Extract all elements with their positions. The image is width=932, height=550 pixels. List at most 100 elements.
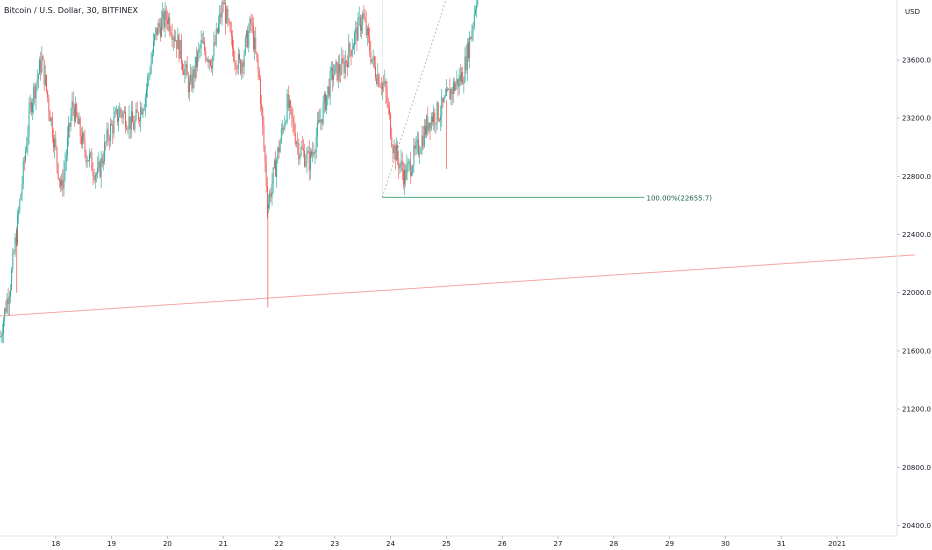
x-tick-label: 29: [665, 540, 674, 548]
candle-body: [320, 119, 322, 123]
candle-body: [454, 82, 455, 91]
candle-body: [228, 19, 230, 23]
candle-body: [254, 37, 256, 50]
candle-body: [137, 112, 139, 120]
candle-body: [477, 0, 479, 5]
candle-body: [341, 58, 343, 75]
candle-body: [107, 129, 109, 140]
candle-body: [377, 74, 379, 84]
candle-body: [176, 40, 178, 50]
y-tick-label: 20800.0: [902, 464, 931, 472]
candle-body: [244, 37, 246, 55]
candle-body: [47, 90, 49, 99]
candle-body: [11, 270, 13, 290]
x-tick-label: 2021: [828, 540, 846, 548]
candle-body: [198, 48, 200, 53]
candle-body: [44, 75, 46, 85]
candle-body: [30, 102, 32, 112]
candle-body: [380, 86, 382, 90]
candle-body: [98, 161, 100, 168]
candle-body: [53, 137, 54, 148]
candle-body: [411, 172, 412, 176]
candle-body: [169, 17, 171, 32]
candle-body: [113, 116, 115, 134]
candle-body: [250, 18, 252, 24]
candle-body: [13, 252, 15, 254]
candle-body: [69, 123, 71, 127]
candle-body: [225, 3, 226, 24]
fib-level-label: 100.00%(22655.7): [646, 194, 712, 202]
candle-body: [234, 60, 236, 63]
candle-body: [420, 150, 422, 154]
candle-body: [179, 40, 181, 59]
candle-body: [322, 102, 324, 124]
candle-body: [429, 122, 431, 129]
candle-body: [339, 64, 340, 74]
candle-body: [472, 24, 474, 31]
candle-body: [401, 160, 403, 171]
candle-body: [19, 199, 21, 212]
candle-body: [273, 160, 275, 168]
candle-body: [60, 180, 61, 186]
candle-body: [402, 170, 404, 185]
candle-body: [383, 83, 385, 85]
candle-body: [72, 101, 74, 108]
candle-body: [264, 146, 266, 163]
candle-body: [171, 35, 173, 41]
candle-body: [56, 147, 58, 164]
candle-body: [135, 109, 137, 121]
candle-body: [308, 150, 310, 171]
candle-body: [58, 178, 60, 181]
candle-body: [372, 56, 374, 60]
candle-body: [465, 56, 467, 70]
candle-body: [394, 145, 396, 161]
candle-body: [236, 68, 238, 70]
candle-body: [408, 160, 410, 163]
candle-body: [126, 128, 128, 130]
candle-body: [0, 336, 2, 338]
candle-body: [209, 60, 211, 66]
candle-body: [406, 165, 408, 180]
candle-body: [15, 237, 17, 244]
candle-body: [115, 109, 117, 112]
candle-body: [279, 141, 281, 153]
candle-body: [49, 111, 51, 122]
candle-body: [398, 158, 400, 169]
candle-body: [382, 83, 383, 90]
candle-body: [390, 113, 392, 138]
candle-body: [306, 152, 308, 163]
candle-body: [116, 109, 118, 122]
candle-body: [397, 145, 399, 159]
candle-body: [323, 93, 325, 103]
candle-body: [233, 48, 235, 61]
candle-body: [289, 100, 290, 108]
candle-body: [90, 152, 92, 154]
candle-body: [68, 123, 70, 137]
candle-body: [239, 53, 240, 60]
candle-body: [352, 45, 354, 50]
candle-body: [4, 308, 6, 321]
candle-body: [215, 28, 217, 45]
candle-body: [333, 75, 335, 81]
candle-body: [170, 31, 172, 36]
candle-body: [421, 135, 423, 151]
candle-body: [399, 164, 401, 169]
candle-body: [357, 17, 359, 41]
candle-body: [109, 123, 111, 141]
candle-body: [5, 308, 7, 313]
candle-body: [295, 142, 297, 144]
candle-body: [130, 111, 132, 130]
candle-body: [61, 179, 63, 186]
chart-title: Bitcoin / U.S. Dollar, 30, BITFINEX: [4, 6, 139, 15]
candle-body: [361, 24, 362, 31]
candle-body: [103, 161, 104, 164]
candle-body: [422, 135, 424, 147]
candle-body: [134, 120, 136, 130]
candle-body: [340, 73, 342, 75]
x-tick-label: 20: [163, 540, 172, 548]
candle-body: [409, 160, 411, 176]
candle-body: [364, 17, 366, 21]
